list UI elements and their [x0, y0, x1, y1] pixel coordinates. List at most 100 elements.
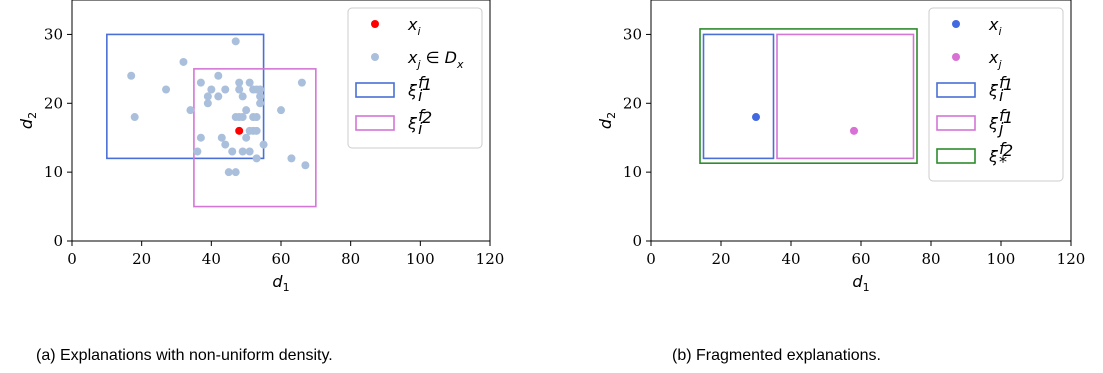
explanation-box-2 [702, 33, 775, 160]
y-tick-label: 10 [44, 163, 63, 181]
svg-text:2: 2 [422, 108, 432, 127]
data-point [207, 85, 216, 94]
svg-text:1: 1 [1003, 75, 1013, 94]
svg-text:ξ: ξ [988, 114, 999, 133]
data-point [297, 78, 306, 87]
svg-text:ξ: ξ [407, 81, 418, 100]
data-point [130, 113, 139, 122]
x-tick-label: 60 [851, 250, 870, 268]
data-point [214, 92, 223, 101]
data-point [252, 113, 261, 122]
data-point [850, 126, 858, 135]
data-point [196, 78, 205, 87]
explanation-box-4 [699, 28, 918, 164]
legend-marker [936, 82, 976, 98]
y-tick-label: 20 [623, 94, 642, 112]
svg-text:f: f [418, 73, 426, 92]
y-tick-label: 30 [623, 25, 642, 43]
x-tick-label: 100 [987, 250, 1016, 268]
data-point [277, 106, 285, 115]
x-tick-label: 100 [406, 250, 435, 268]
data-point [235, 78, 244, 87]
data-point [179, 57, 188, 66]
y-axis-label: d2 [17, 112, 39, 129]
legend-marker [952, 53, 960, 61]
svg-text:ξ: ξ [407, 114, 418, 133]
data-point [259, 140, 268, 149]
data-point [231, 168, 240, 177]
data-point [162, 85, 171, 94]
legend-marker [371, 20, 379, 28]
data-point [221, 85, 230, 94]
y-tick-label: 0 [632, 232, 642, 250]
legend-label: ξ f2* [988, 139, 1013, 171]
y-tick-label: 30 [44, 25, 63, 43]
explanation-box-3 [776, 33, 915, 160]
svg-text:f: f [999, 73, 1007, 92]
data-point [252, 126, 261, 135]
data-point [224, 168, 233, 177]
y-tick-label: 0 [53, 232, 63, 250]
svg-text:f: f [418, 106, 426, 125]
legend-label: ξ f2i [407, 106, 432, 138]
x-tick-label: 40 [202, 250, 221, 268]
data-point [238, 113, 247, 122]
legend-label: xi [407, 15, 421, 38]
legend-label: ξ f1j [988, 106, 1013, 138]
explanation-box-3 [193, 68, 317, 208]
legend-label: ξ f1i [988, 73, 1013, 105]
svg-text:j: j [997, 119, 1004, 138]
data-point [231, 37, 240, 46]
data-point [238, 147, 247, 156]
legend [928, 7, 1064, 182]
svg-text:1: 1 [1003, 108, 1013, 127]
data-point [203, 99, 212, 108]
caption-b: (b) Fragmented explanations. [672, 347, 881, 364]
x-tick-label: 120 [476, 250, 505, 268]
legend-label: xj [988, 48, 1002, 71]
legend-marker [355, 82, 395, 98]
svg-text:i: i [418, 86, 423, 105]
x-tick-label: 80 [921, 250, 940, 268]
x-axis-label: d1 [852, 272, 869, 294]
svg-text:i: i [418, 119, 423, 138]
data-point [127, 71, 136, 80]
x-tick-label: 0 [67, 250, 77, 268]
data-point [245, 78, 254, 87]
data-point [301, 161, 310, 170]
data-point [256, 85, 265, 94]
data-point [242, 106, 251, 115]
data-point [221, 140, 230, 149]
svg-text:ξ: ξ [988, 81, 999, 100]
x-tick-label: 20 [711, 250, 730, 268]
y-axis-label: d2 [596, 112, 618, 129]
svg-text:1: 1 [422, 75, 432, 94]
data-point [203, 92, 212, 101]
x-tick-label: 60 [271, 250, 290, 268]
data-point [217, 133, 226, 142]
data-point [214, 71, 223, 80]
svg-text:d2: d2 [596, 112, 618, 129]
legend-label: xi [988, 15, 1002, 38]
x-axis-label: d1 [272, 272, 289, 294]
x-tick-label: 40 [781, 250, 800, 268]
data-point [196, 133, 205, 142]
legend-marker [355, 115, 395, 131]
svg-text:f: f [999, 106, 1007, 125]
data-point [193, 147, 202, 156]
legend-marker [952, 20, 960, 28]
x-tick-label: 0 [646, 250, 656, 268]
data-point [242, 133, 251, 142]
y-tick-label: 20 [44, 94, 63, 112]
svg-text:f: f [999, 139, 1007, 158]
data-point [238, 92, 247, 101]
data-point [235, 126, 244, 135]
data-point [228, 147, 237, 156]
data-point [235, 85, 244, 94]
data-point [287, 154, 296, 163]
x-tick-label: 20 [132, 250, 151, 268]
legend-marker [936, 148, 976, 164]
